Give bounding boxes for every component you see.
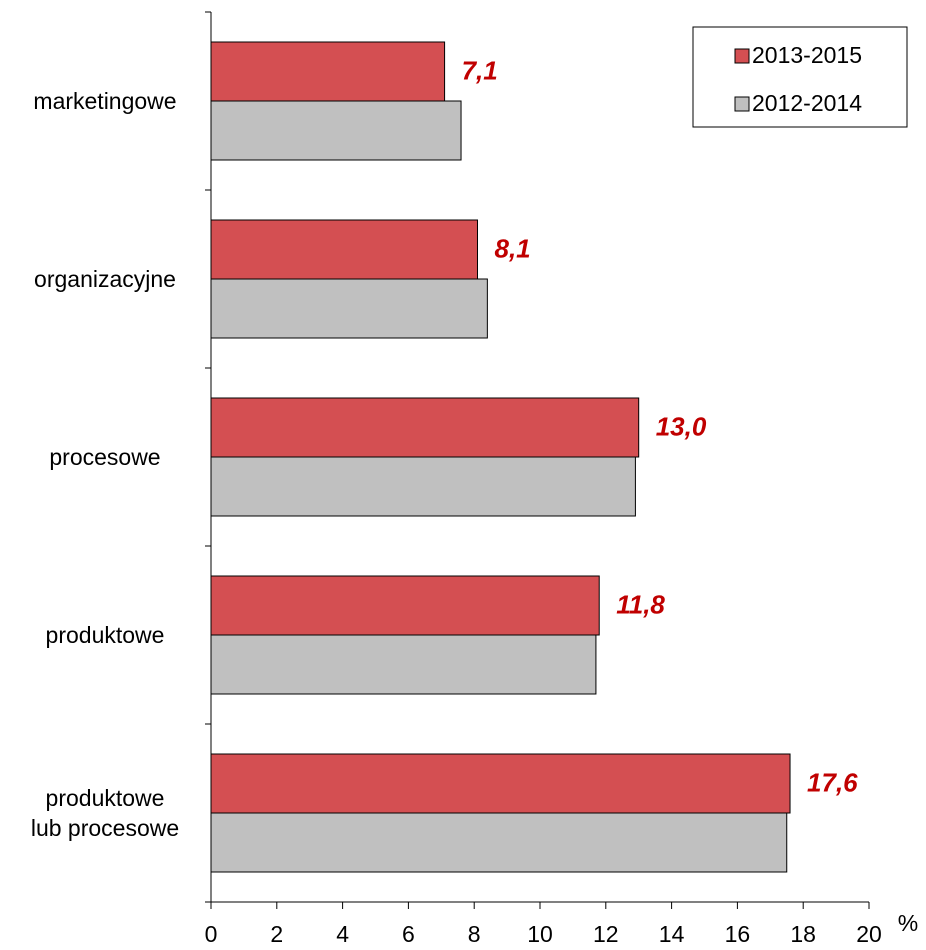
x-tick-label: 4 (336, 921, 349, 947)
legend-swatch (734, 96, 750, 112)
category-label: organizacyjne (34, 266, 176, 292)
value-label: 11,8 (616, 589, 665, 619)
bar (210, 100, 462, 161)
bar (210, 634, 597, 695)
value-label: 17,6 (807, 767, 858, 797)
x-tick-label: 6 (402, 921, 415, 947)
x-tick-label: 8 (468, 921, 481, 947)
legend-box (692, 26, 908, 128)
value-label: 13,0 (656, 411, 707, 441)
value-label: 8,1 (494, 233, 530, 263)
bar (210, 812, 788, 873)
category-label: produktowe lub procesowe (30, 785, 180, 841)
x-tick-label: 14 (659, 921, 685, 947)
bar (210, 278, 488, 339)
x-tick-label: 18 (790, 921, 816, 947)
x-tick-label: 10 (527, 921, 553, 947)
category-label: produktowe (45, 622, 165, 648)
legend-label: 2012-2014 (752, 90, 862, 116)
x-tick-label: 0 (205, 921, 218, 947)
bar (210, 41, 446, 102)
bar (210, 575, 600, 636)
bar (210, 456, 636, 517)
x-axis-label: % (898, 910, 918, 936)
x-tick-label: 12 (593, 921, 619, 947)
x-tick-label: 20 (856, 921, 882, 947)
x-tick-label: 16 (725, 921, 751, 947)
value-label: 7,1 (462, 55, 498, 85)
category-label: marketingowe (33, 88, 177, 114)
category-label: procesowe (49, 444, 161, 470)
x-tick-label: 2 (270, 921, 283, 947)
bar (210, 219, 478, 280)
legend-label: 2013-2015 (752, 42, 862, 68)
bar (210, 753, 791, 814)
bar (210, 397, 640, 458)
legend-swatch (734, 48, 750, 64)
